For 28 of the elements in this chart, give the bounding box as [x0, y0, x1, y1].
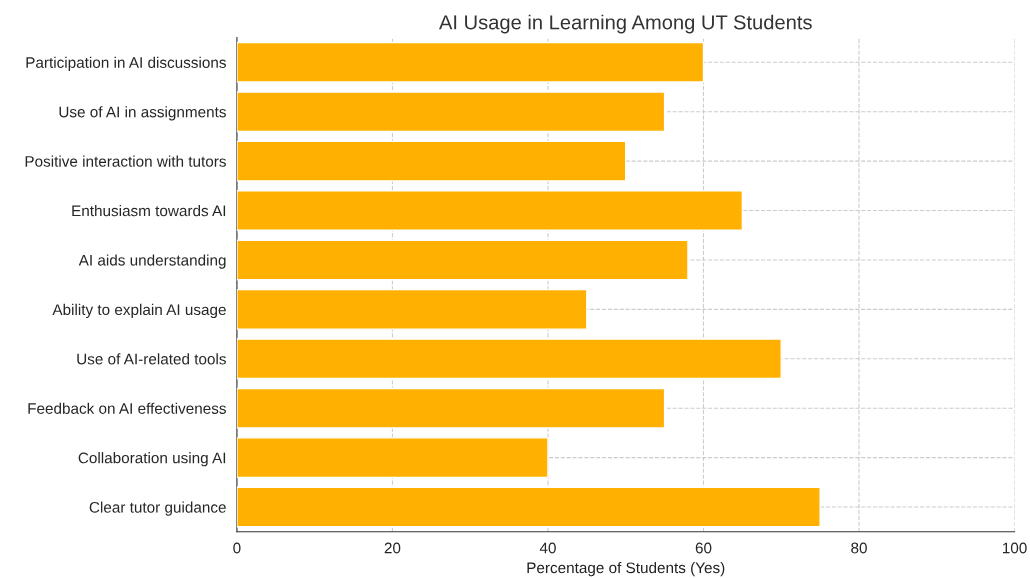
y-tick-label: AI aids understanding [78, 254, 226, 269]
y-tick-label: Clear tutor guidance [89, 501, 226, 516]
bar [236, 338, 782, 380]
bar [236, 41, 705, 83]
x-axis-title: Percentage of Students (Yes) [527, 561, 725, 577]
y-tick-label: Enthusiasm towards AI [72, 205, 226, 217]
x-tick-label: 40 [539, 542, 556, 554]
bar [236, 387, 666, 429]
y-tick-label: Use of AI in assignments [59, 106, 226, 121]
bar [236, 140, 627, 182]
x-tick-label: 100 [1002, 542, 1027, 554]
bar [236, 437, 549, 479]
x-tick-label: 60 [695, 542, 712, 554]
x-tick-label: 80 [851, 542, 867, 554]
bar [236, 190, 744, 231]
bar [236, 239, 689, 281]
y-tick-label: Use of AI-related tools [77, 353, 226, 365]
bar [236, 486, 821, 528]
bar [236, 288, 588, 330]
bar [236, 91, 666, 133]
y-tick-label: Ability to explain AI usage [52, 303, 226, 319]
y-tick-label: Feedback on AI effectiveness [28, 402, 226, 414]
y-tick-label: Participation in AI discussions [26, 56, 226, 71]
chart-title: AI Usage in Learning Among UT Students [439, 14, 812, 34]
y-tick-label: Positive interaction with tutors [25, 155, 226, 167]
y-tick-label: Collaboration using AI [78, 452, 226, 467]
x-tick-label: 0 [233, 542, 241, 554]
x-tick-label: 20 [384, 542, 401, 554]
